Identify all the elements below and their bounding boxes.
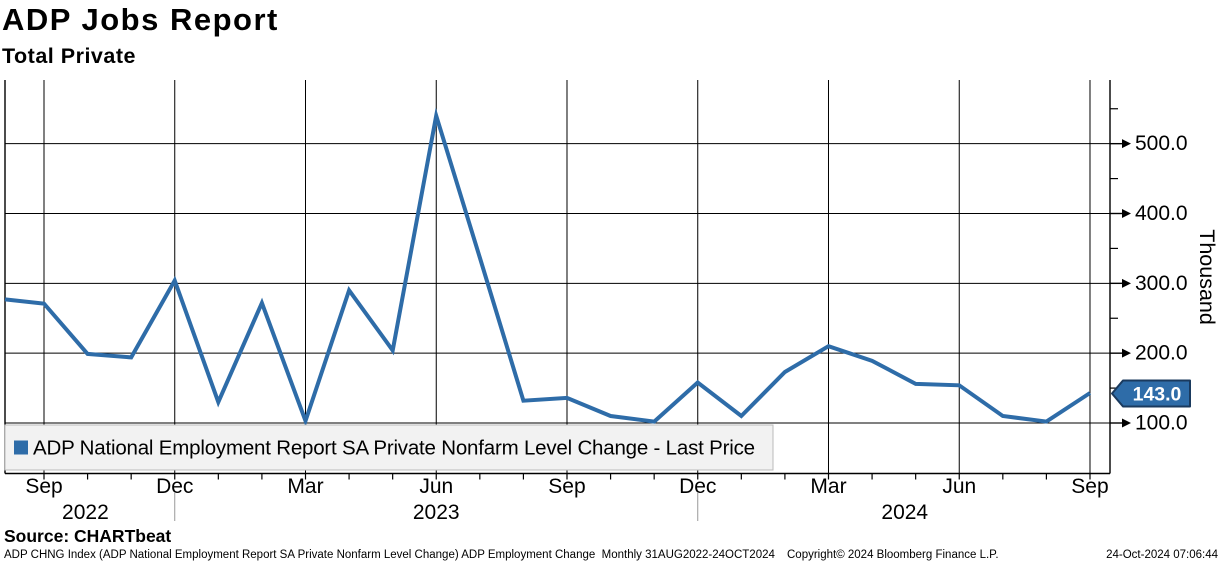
x-axis-tick-label: Sep [548,475,585,498]
y-axis-tick-label: 200.0 [1135,342,1188,365]
y-axis-tick-label: 500.0 [1135,132,1188,155]
y-tick-arrow-icon [1122,278,1131,288]
legend-box [4,424,774,471]
page-subtitle: Total Private [2,44,136,68]
x-axis-tick-label: Jun [942,475,976,498]
x-axis-tick-label: Dec [156,475,193,498]
x-axis-tick-label: Jun [419,475,453,498]
y-axis-tick-label: 400.0 [1135,202,1188,225]
page-title: ADP Jobs Report [2,2,279,37]
y-axis-tick-label: 300.0 [1135,272,1188,295]
footer-timestamp: 24-Oct-2024 07:06:44 [1106,549,1218,561]
x-axis-tick-label: Mar [810,475,846,498]
source-label: Source: CHARTbeat [4,526,172,546]
x-axis-tick-label: Sep [1071,475,1108,498]
y-tick-arrow-icon [1122,348,1131,358]
last-price-tag [1111,379,1191,408]
y-tick-arrow-icon [1122,209,1131,219]
chart-plot-layer: 100.0 200.0 300.0 400.0 500.0 Sep Dec Mar Jun Sep… [4,80,1188,524]
y-tick-arrow-icon [1122,139,1131,149]
footer-copyright: Copyright© 2024 Bloomberg Finance L.P. [787,549,999,561]
x-axis-tick-label: Sep [25,475,62,498]
data-line [4,107,1092,427]
x-axis-tick-label: Dec [679,475,716,498]
y-tick-arrow-icon [1122,418,1131,428]
x-axis-tick-label: Mar [287,475,323,498]
legend-label: ADP National Employment Report SA Privat… [33,437,755,460]
legend-swatch [14,440,28,455]
year-label: 2023 [413,501,460,524]
year-label: 2024 [881,501,928,524]
year-label: 2022 [62,501,109,524]
last-price-value: 143.0 [1133,384,1182,406]
y-axis-tick-label: 100.0 [1135,412,1188,435]
footer-ticker-description: ADP CHNG Index (ADP National Employment … [4,549,775,561]
y-axis-title: Thousand [1195,229,1219,325]
